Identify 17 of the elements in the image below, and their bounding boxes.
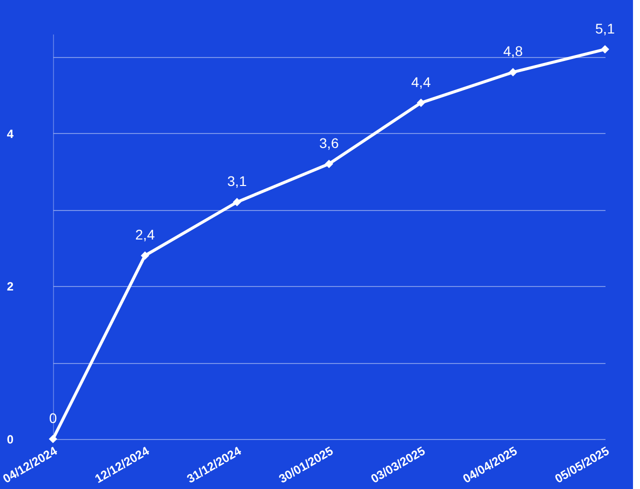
- point: [600, 45, 610, 54]
- point: [508, 68, 518, 76]
- data-label: 4,4: [411, 74, 431, 90]
- y-tick-label: 2: [6, 280, 14, 294]
- point: [48, 434, 58, 444]
- data-label: 2,4: [135, 226, 155, 243]
- point: [324, 160, 334, 168]
- data-label: 3,1: [227, 173, 247, 190]
- y-tick-label: 0: [6, 432, 14, 446]
- y-tick-label: 4: [6, 126, 14, 141]
- data-label: 5,1: [595, 20, 615, 36]
- point: [416, 98, 426, 107]
- data-label: 0: [49, 410, 58, 426]
- point: [232, 198, 242, 206]
- data-label: 4,8: [503, 43, 523, 60]
- point: [140, 251, 150, 260]
- data-label: 3,6: [319, 134, 339, 151]
